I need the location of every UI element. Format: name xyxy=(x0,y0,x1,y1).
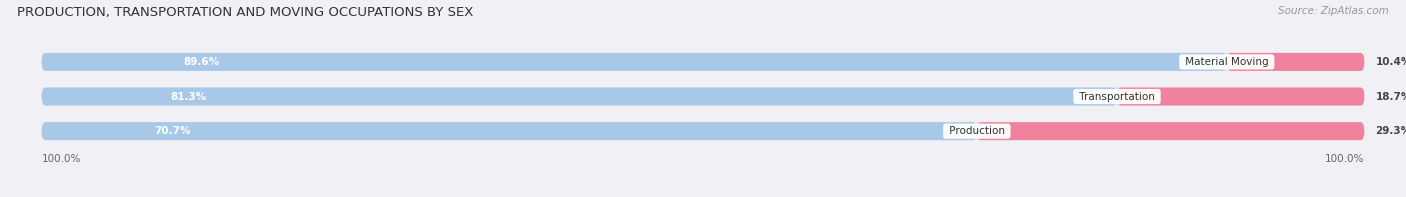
FancyBboxPatch shape xyxy=(42,87,1364,106)
FancyBboxPatch shape xyxy=(42,87,1116,106)
Text: Material Moving: Material Moving xyxy=(1182,57,1272,67)
Text: Source: ZipAtlas.com: Source: ZipAtlas.com xyxy=(1278,6,1389,16)
FancyBboxPatch shape xyxy=(977,122,1364,140)
Text: 100.0%: 100.0% xyxy=(42,154,82,164)
Text: 89.6%: 89.6% xyxy=(184,57,219,67)
Text: 29.3%: 29.3% xyxy=(1375,126,1406,136)
FancyBboxPatch shape xyxy=(42,122,1364,140)
Text: 10.4%: 10.4% xyxy=(1375,57,1406,67)
Text: Transportation: Transportation xyxy=(1076,92,1159,101)
Text: PRODUCTION, TRANSPORTATION AND MOVING OCCUPATIONS BY SEX: PRODUCTION, TRANSPORTATION AND MOVING OC… xyxy=(17,6,474,19)
Legend: Male, Female: Male, Female xyxy=(650,193,756,197)
FancyBboxPatch shape xyxy=(1116,87,1364,106)
FancyBboxPatch shape xyxy=(1227,53,1364,71)
Text: 81.3%: 81.3% xyxy=(170,92,207,101)
Text: 100.0%: 100.0% xyxy=(1324,154,1364,164)
FancyBboxPatch shape xyxy=(42,53,1227,71)
FancyBboxPatch shape xyxy=(42,122,977,140)
Text: Production: Production xyxy=(946,126,1008,136)
FancyBboxPatch shape xyxy=(42,53,1364,71)
Text: 70.7%: 70.7% xyxy=(153,126,190,136)
Text: 18.7%: 18.7% xyxy=(1375,92,1406,101)
